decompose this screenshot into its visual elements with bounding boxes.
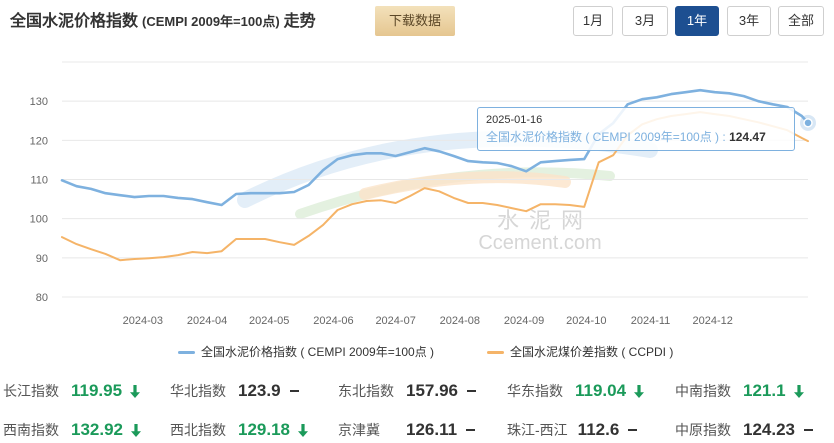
index-name: 西北指数 [170,422,226,438]
x-axis: 2024-03 2024-04 2024-05 2024-06 2024-07 2024-… [123,315,733,327]
index-cell[interactable]: 东北指数 157.96 [338,377,476,405]
price-index-chart: 水泥网 Ccement.com 80 90 100 110 120 130 2024-03… [30,61,816,327]
index-value: 123.9 [238,381,281,400]
series-line-cempi [60,88,810,207]
x-tick-label: 2024-04 [187,315,227,327]
x-tick-label: 2024-10 [566,315,606,327]
arrow-down-icon [793,384,804,398]
index-name: 长江指数 [3,383,59,399]
index-value: 121.1 [743,381,786,400]
chart-tooltip: 2025-01-16 全国水泥价格指数 ( CEMPI 2009年=100点 )… [477,107,795,151]
index-value: 132.92 [71,420,123,439]
y-tick-label: 80 [36,292,48,304]
index-name: 华北指数 [170,383,226,399]
index-cell[interactable]: 中南指数 121.1 [675,377,804,405]
tooltip-date: 2025-01-16 [486,114,543,126]
dash-icon [289,390,299,392]
tooltip-point-dot [803,118,813,128]
range-button-all[interactable]: 全部 [778,6,824,36]
watermark-en: Ccement.com [478,232,601,254]
legend-item-cempi[interactable]: 全国水泥价格指数 ( CEMPI 2009年=100点 ) [178,343,434,361]
index-row: 长江指数 119.95 华北指数 123.9 东北指数 157.96 华东指数 119.04 中… [0,377,834,405]
y-tick-label: 110 [30,175,48,187]
tooltip-separator: : [719,130,730,144]
x-tick-label: 2024-09 [504,315,544,327]
index-value: 119.04 [575,381,627,400]
y-tick-label: 120 [30,135,48,147]
y-tick-label: 100 [30,214,48,226]
tooltip-value: 124.47 [729,130,766,144]
index-name: 中原指数 [675,422,731,438]
index-name: 华东指数 [507,383,563,399]
title-suffix: 走势 [283,13,316,30]
range-button-3m[interactable]: 3月 [622,6,668,36]
index-name: 东北指数 [338,383,394,399]
index-value: 157.96 [406,381,458,400]
index-row: 西南指数 132.92 西北指数 129.18 京津冀 126.11 珠江-西江 112.6 中… [0,417,834,443]
index-cell[interactable]: 华北指数 123.9 [170,377,299,405]
dash-icon [467,390,476,392]
download-data-button[interactable]: 下载数据 [375,6,455,36]
x-tick-label: 2024-03 [123,315,163,327]
legend-label-ccpdi: 全国水泥煤价差指数 ( CCPDI ) [510,345,674,359]
y-tick-label: 130 [30,96,48,108]
index-cell[interactable]: 华东指数 119.04 [507,377,645,405]
index-name: 中南指数 [675,383,731,399]
y-tick-label: 90 [36,253,48,265]
dash-icon [466,429,476,431]
index-value: 112.6 [577,420,620,439]
index-cell[interactable]: 西南指数 132.92 [3,417,141,443]
arrow-down-icon [131,423,141,437]
index-cell[interactable]: 长江指数 119.95 [3,377,141,405]
index-value: 129.18 [238,420,290,439]
tooltip-point [800,114,816,131]
index-cell[interactable]: 京津冀 126.11 [338,417,476,443]
x-tick-label: 2024-12 [692,315,732,327]
arrow-down-icon [298,423,308,437]
legend-line-icon [487,350,504,354]
index-name: 珠江-西江 [507,422,568,438]
range-button-1m[interactable]: 1月 [573,6,613,36]
page-title: 全国水泥价格指数 (CEMPI 2009年=100点) 走势 [10,8,316,36]
tooltip-series-name: 全国水泥价格指数 ( CEMPI 2009年=100点 ) [486,130,720,144]
index-name: 京津冀 [338,422,380,438]
title-sub: (CEMPI 2009年=100点) [142,14,280,29]
index-cell[interactable]: 珠江-西江 112.6 [507,417,638,443]
dash-icon [804,429,813,431]
x-tick-label: 2024-08 [440,315,480,327]
index-value: 124.23 [743,420,795,439]
dash-icon [628,429,638,431]
tooltip-series-line: 全国水泥价格指数 ( CEMPI 2009年=100点 ) : 124.47 [486,128,786,146]
index-value: 119.95 [71,381,123,400]
x-tick-label: 2024-05 [249,315,289,327]
legend-label-cempi: 全国水泥价格指数 ( CEMPI 2009年=100点 ) [201,345,435,359]
range-button-3y[interactable]: 3年 [727,6,771,36]
index-cell[interactable]: 中原指数 124.23 [675,417,813,443]
title-main: 全国水泥价格指数 [10,13,139,30]
watermark-cn: 水泥网 [497,208,593,233]
x-tick-label: 2024-07 [375,315,415,327]
index-cell[interactable]: 西北指数 129.18 [170,417,308,443]
x-tick-label: 2024-06 [313,315,353,327]
x-tick-label: 2024-11 [631,315,671,327]
arrow-down-icon [130,384,141,398]
index-value: 126.11 [406,420,458,439]
legend-line-icon [178,350,195,354]
legend-item-ccpdi[interactable]: 全国水泥煤价差指数 ( CCPDI ) [487,343,673,361]
index-name: 西南指数 [3,422,59,438]
range-button-1y[interactable]: 1年 [675,6,719,36]
arrow-down-icon [634,384,645,398]
